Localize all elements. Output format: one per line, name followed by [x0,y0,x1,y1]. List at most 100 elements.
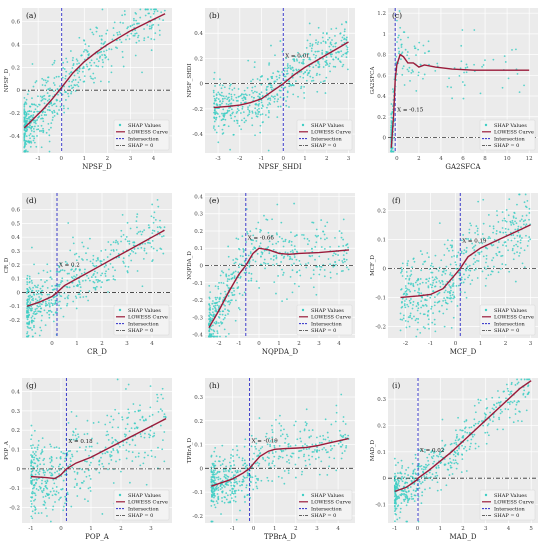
shap-point [423,73,426,76]
shap-point [61,277,64,280]
shap-point [450,86,452,89]
shap-point [259,447,262,450]
shap-point [33,284,36,287]
shap-point [34,308,37,311]
y-tick-label: 0.4 [11,235,20,241]
shap-point [491,407,494,410]
shap-point [126,271,129,274]
shap-point [79,289,82,292]
shap-point [465,419,468,422]
shap-point [322,80,325,83]
shap-point [420,465,423,467]
shap-point [24,132,27,135]
legend-item-shap-values-label: SHAP Values [311,308,344,314]
legend-item-shap-zero-label: SHAP = 0 [494,328,519,334]
shap-point [245,486,248,489]
shap-point [395,513,398,516]
shap-point [133,23,135,26]
shap-point [287,443,290,446]
shap-point [304,459,307,462]
shap-point [434,475,437,478]
shap-point [220,87,223,90]
shap-point [125,457,128,460]
shap-point [161,409,164,412]
shap-point [61,466,64,469]
shap-point [309,58,312,61]
shap-point [209,317,212,319]
shap-point [302,54,305,57]
y-tick-label: -0.1 [375,295,386,301]
y-tick-label: -0.2 [9,506,20,512]
shap-point [57,93,59,96]
shap-point [437,269,440,272]
shap-point [159,226,162,229]
shap-point [463,84,466,87]
shap-point [61,269,64,271]
shap-point [49,520,52,523]
shap-point [121,56,124,59]
shap-point [411,69,414,72]
shap-point [456,256,458,258]
shap-point [340,270,343,273]
shap-point [492,420,494,423]
shap-point [395,507,398,510]
shap-point [81,70,84,73]
shap-point [337,442,340,445]
shap-point [271,436,274,439]
shap-point [329,246,331,248]
shap-point [224,304,226,307]
shap-point [419,250,422,252]
shap-point [68,85,71,88]
shap-point [293,245,296,247]
shap-point [65,70,68,73]
shap-point [219,464,222,467]
shap-point [116,449,119,451]
shap-point [270,84,273,87]
shap-point [318,273,321,276]
shap-point [271,243,274,246]
shap-point [403,314,405,317]
shap-point [289,65,291,67]
shap-point [269,103,272,106]
shap-point [318,473,321,476]
y-tick-label: 0.1 [194,246,203,252]
shap-point [60,451,63,453]
shap-point [40,451,43,454]
shap-point [316,90,319,93]
shap-point [112,440,115,443]
shap-point [405,292,408,295]
shap-point [228,274,230,277]
shap-point [86,50,89,53]
shap-point [162,235,165,237]
shap-point [493,408,495,411]
shap-point [343,41,346,44]
shap-point [287,472,290,475]
shap-point [126,240,129,243]
shap-point [477,422,480,425]
shap-point [39,310,42,313]
shap-point [520,226,522,229]
shap-point [235,518,238,521]
shap-point [225,95,228,98]
shap-point [46,287,49,289]
shap-point [292,58,295,61]
shap-point [256,461,259,464]
shap-point [291,452,294,455]
shap-point [401,465,404,467]
shap-point [243,462,246,465]
shap-point [87,277,90,280]
shap-point [30,140,32,143]
shap-point [216,112,218,115]
shap-point [136,226,138,229]
shap-point [38,130,41,132]
shap-point [401,475,403,478]
shap-point [492,244,495,246]
shap-point [67,107,69,110]
shap-point [132,403,135,405]
shap-point [311,443,314,446]
shap-point [416,328,419,331]
shap-point [46,311,49,314]
y-tick-label: 0.1 [194,443,203,449]
shap-point [421,281,424,284]
shap-point [83,480,85,483]
